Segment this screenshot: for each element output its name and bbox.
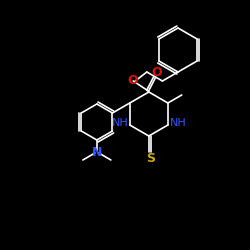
- Text: NH: NH: [112, 118, 128, 128]
- Text: NH: NH: [170, 118, 186, 128]
- Text: N: N: [92, 146, 102, 158]
- Text: O: O: [127, 74, 138, 86]
- Text: O: O: [152, 66, 162, 79]
- Text: S: S: [146, 152, 155, 164]
